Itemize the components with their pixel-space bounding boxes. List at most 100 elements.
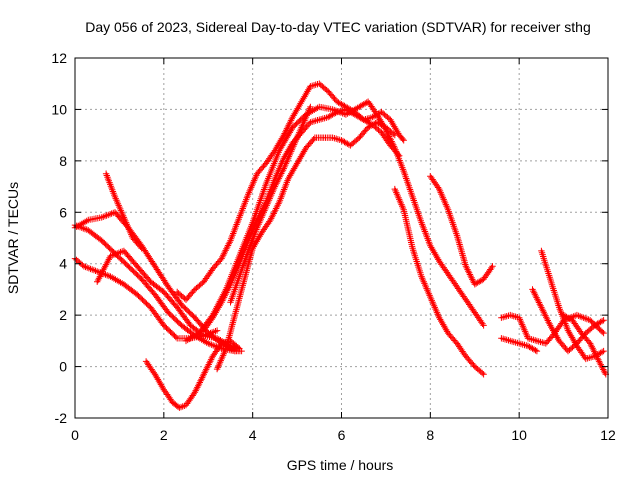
x-tick-label: 4 [249, 427, 257, 443]
x-tick-label: 2 [160, 427, 168, 443]
series-trace-11 [227, 103, 314, 306]
data-point [291, 116, 294, 119]
data-point [260, 231, 263, 234]
series-trace-15 [498, 335, 541, 355]
series-trace-17 [538, 247, 607, 363]
data-point [114, 211, 116, 214]
series-trace-6 [142, 337, 243, 411]
data-point [220, 301, 223, 304]
data-point [309, 105, 312, 108]
data-point [180, 303, 183, 306]
data-point [420, 221, 423, 224]
data-point [122, 283, 125, 286]
data-point [265, 206, 267, 209]
data-point [256, 226, 259, 229]
data-point [464, 355, 467, 358]
data-point [194, 288, 196, 291]
data-point [402, 208, 405, 211]
data-point [269, 219, 272, 221]
data-point [136, 293, 139, 296]
series-trace-5 [102, 170, 145, 252]
data-point [589, 342, 592, 345]
data-point [265, 162, 267, 165]
data-point [438, 188, 441, 191]
data-point [602, 350, 605, 353]
data-point [189, 324, 192, 327]
data-point [385, 126, 387, 129]
series-trace-7 [174, 80, 407, 303]
data-point [456, 342, 458, 345]
data-point [558, 306, 561, 309]
data-point [176, 306, 179, 309]
data-point [491, 265, 494, 268]
data-markers [213, 119, 398, 373]
data-point [376, 121, 378, 124]
data-point [162, 388, 165, 391]
data-point [220, 257, 223, 260]
data-point [82, 265, 85, 268]
data-point [176, 291, 179, 293]
data-point [376, 113, 378, 116]
data-point [220, 342, 223, 345]
data-point [411, 247, 414, 250]
series-trace-12 [391, 185, 487, 378]
data-point [447, 273, 449, 275]
data-point [234, 314, 236, 317]
x-tick-label: 12 [600, 427, 616, 443]
data-point [584, 357, 587, 360]
data-point [358, 136, 361, 139]
data-point [429, 296, 432, 299]
data-point [473, 283, 476, 286]
data-point [238, 216, 241, 219]
data-point [549, 324, 552, 327]
data-point [178, 406, 181, 409]
series-trace-13 [427, 173, 496, 288]
data-point [149, 280, 152, 283]
data-point [211, 316, 214, 319]
data-point [265, 183, 267, 185]
data-point [318, 105, 321, 108]
data-point [527, 345, 529, 347]
data-markers [227, 103, 314, 306]
data-point [482, 324, 485, 327]
data-point [327, 116, 330, 119]
x-tick-label: 6 [338, 427, 346, 443]
data-point [429, 175, 432, 178]
data-point [282, 134, 285, 137]
data-point [340, 139, 343, 142]
data-point [509, 339, 512, 342]
data-point [247, 193, 250, 196]
data-point [207, 342, 210, 345]
data-point [589, 319, 592, 322]
data-point [216, 329, 219, 332]
data-point [393, 134, 396, 137]
data-point [162, 291, 165, 293]
data-point [202, 329, 205, 332]
data-point [518, 342, 521, 345]
data-point [331, 136, 334, 139]
data-point [367, 100, 370, 103]
data-point [185, 404, 187, 407]
data-point [140, 247, 143, 250]
data-point [602, 319, 605, 322]
y-tick-label: 6 [59, 204, 67, 220]
data-point [145, 360, 147, 363]
y-tick-label: 10 [51, 101, 67, 117]
data-point [327, 90, 330, 93]
data-point [398, 154, 401, 157]
data-point [309, 121, 312, 124]
data-point [202, 280, 205, 283]
data-point [216, 337, 219, 340]
data-point [313, 136, 316, 139]
data-point [176, 337, 179, 340]
data-point [114, 195, 116, 198]
data-point [402, 170, 405, 173]
data-point [345, 108, 347, 111]
data-point [429, 244, 432, 247]
data-point [185, 298, 187, 301]
data-point [278, 201, 281, 203]
y-tick-label: 4 [59, 256, 67, 272]
data-point [211, 267, 214, 270]
data-point [247, 239, 250, 242]
